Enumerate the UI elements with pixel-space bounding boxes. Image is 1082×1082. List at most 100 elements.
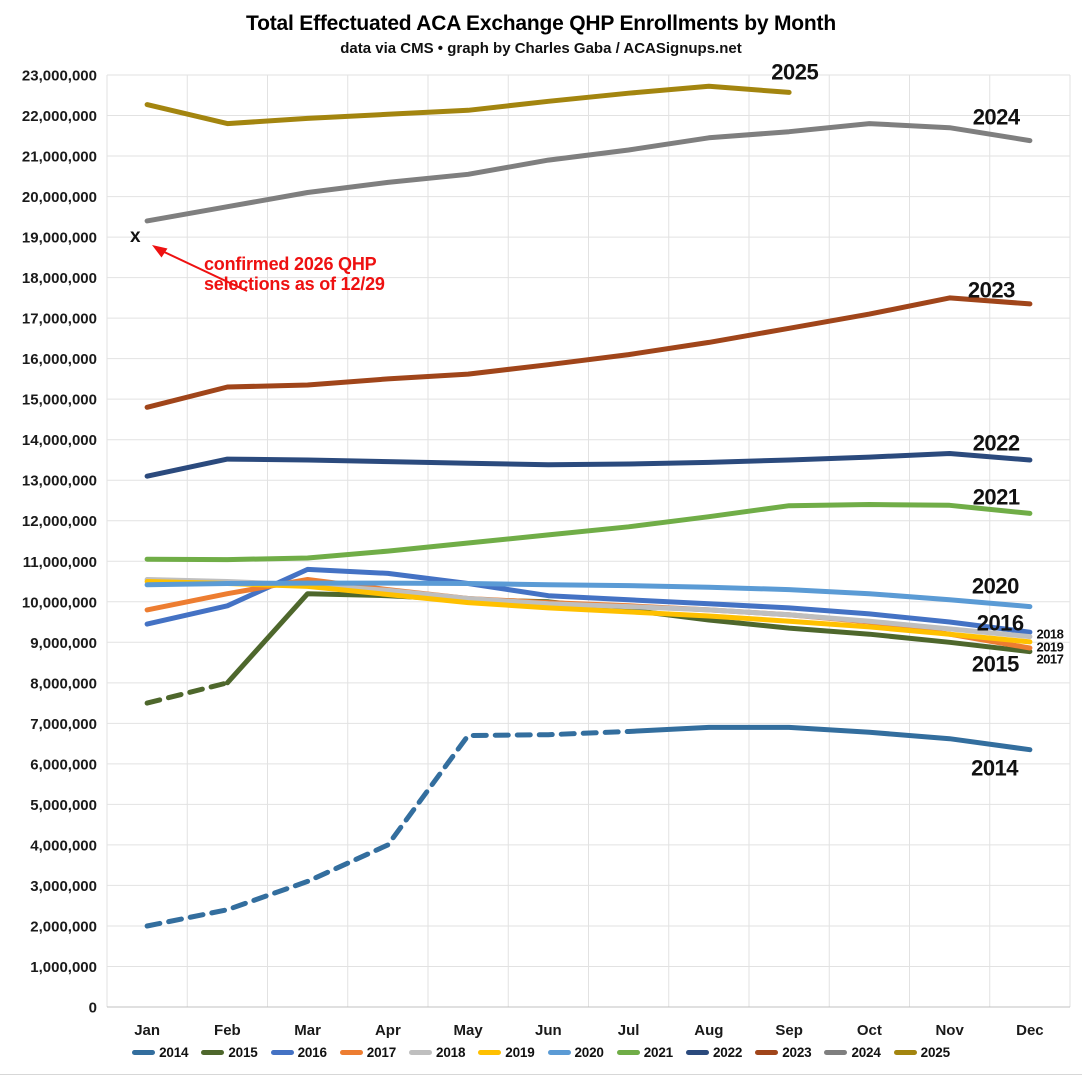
y-axis-tick-label: 15,000,000 bbox=[22, 392, 97, 409]
series-label-2025: 2025 bbox=[771, 59, 818, 84]
y-axis-tick-label: 22,000,000 bbox=[22, 108, 97, 125]
y-axis-tick-label: 17,000,000 bbox=[22, 311, 97, 328]
y-axis-tick-label: 14,000,000 bbox=[22, 432, 97, 449]
legend-item-2014: 2014 bbox=[132, 1045, 189, 1060]
x-axis-tick-label-sep: Sep bbox=[775, 1022, 803, 1039]
legend-label-2018: 2018 bbox=[436, 1045, 466, 1060]
y-axis-tick-label: 12,000,000 bbox=[22, 513, 97, 530]
y-axis-tick-label: 11,000,000 bbox=[23, 554, 97, 571]
y-axis-tick-label: 16,000,000 bbox=[22, 351, 97, 368]
y-axis-tick-label: 4,000,000 bbox=[30, 837, 97, 854]
legend-swatch-2023 bbox=[755, 1050, 779, 1055]
series-label-2019: 2019 bbox=[1036, 639, 1063, 654]
x-axis-tick-label-aug: Aug bbox=[694, 1022, 723, 1039]
x-axis-tick-label-nov: Nov bbox=[935, 1022, 964, 1039]
legend-item-2022: 2022 bbox=[685, 1045, 743, 1060]
legend-item-2020: 2020 bbox=[547, 1045, 604, 1060]
legend-swatch-2019 bbox=[478, 1050, 502, 1055]
legend-item-2017: 2017 bbox=[339, 1045, 397, 1060]
annotation-x-marker: x bbox=[130, 226, 141, 247]
y-axis-tick-label: 18,000,000 bbox=[22, 270, 97, 287]
series-label-2021: 2021 bbox=[973, 484, 1020, 509]
legend-label-2024: 2024 bbox=[851, 1045, 881, 1060]
series-line-2020 bbox=[144, 580, 1033, 610]
x-axis-tick-label-may: May bbox=[454, 1022, 484, 1039]
y-axis-tick-label: 10,000,000 bbox=[22, 594, 97, 611]
series-label-2023: 2023 bbox=[968, 277, 1015, 302]
y-axis-tick-label: 21,000,000 bbox=[22, 149, 97, 166]
legend-swatch-2024 bbox=[824, 1050, 848, 1055]
legend-item-2023: 2023 bbox=[755, 1045, 812, 1060]
annotation-arrow-head bbox=[152, 245, 168, 258]
chart-subtitle: data via CMS • graph by Charles Gaba / A… bbox=[340, 40, 742, 57]
legend-label-2025: 2025 bbox=[920, 1045, 950, 1060]
legend-label-2017: 2017 bbox=[366, 1045, 397, 1060]
series-label-2016: 2016 bbox=[977, 610, 1024, 635]
series-line-2019 bbox=[144, 579, 1033, 645]
chart-title: Total Effectuated ACA Exchange QHP Enrol… bbox=[246, 12, 836, 35]
legend-item-2015: 2015 bbox=[201, 1045, 258, 1060]
x-axis-tick-label-dec: Dec bbox=[1016, 1022, 1044, 1039]
series-line-2024 bbox=[144, 121, 1033, 224]
series-line-2021 bbox=[144, 502, 1033, 563]
legend-item-2018: 2018 bbox=[409, 1045, 465, 1060]
y-axis-tick-label: 7,000,000 bbox=[30, 716, 97, 733]
legend-label-2016: 2016 bbox=[297, 1045, 327, 1060]
series-label-2014: 2014 bbox=[971, 755, 1019, 780]
legend-label-2021: 2021 bbox=[643, 1045, 673, 1060]
y-axis-tick-label: 8,000,000 bbox=[30, 675, 97, 692]
y-axis-tick-label: 20,000,000 bbox=[22, 189, 97, 206]
series-label-2020: 2020 bbox=[972, 573, 1019, 598]
annotation-text: confirmed 2026 QHP selections as of 12/2… bbox=[204, 254, 385, 294]
legend-item-2025: 2025 bbox=[893, 1045, 950, 1060]
series-line-2023 bbox=[144, 295, 1033, 410]
series-label-2018: 2018 bbox=[1036, 626, 1063, 641]
annotation-arrow-line bbox=[159, 249, 248, 292]
bottom-divider bbox=[0, 1074, 1082, 1075]
legend-swatch-2016 bbox=[270, 1050, 294, 1055]
series-label-2024: 2024 bbox=[973, 105, 1021, 130]
legend-swatch-2017 bbox=[339, 1050, 363, 1055]
legend-label-2019: 2019 bbox=[505, 1045, 535, 1060]
y-axis-tick-label: 6,000,000 bbox=[30, 756, 97, 773]
series-line-2016 bbox=[144, 566, 1033, 635]
legend-label-2023: 2023 bbox=[782, 1045, 812, 1060]
legend-swatch-2014 bbox=[132, 1050, 156, 1055]
legend-label-2015: 2015 bbox=[228, 1045, 258, 1060]
y-axis-tick-label: 23,000,000 bbox=[22, 68, 97, 85]
y-axis-tick-label: 0 bbox=[89, 1000, 97, 1017]
series-label-2015: 2015 bbox=[972, 651, 1019, 676]
series-line-2025 bbox=[144, 83, 792, 127]
x-axis-tick-label-oct: Oct bbox=[857, 1022, 882, 1039]
legend-label-2014: 2014 bbox=[159, 1045, 189, 1060]
legend-item-2021: 2021 bbox=[616, 1045, 673, 1060]
legend-swatch-2018 bbox=[409, 1050, 433, 1055]
legend-item-2019: 2019 bbox=[478, 1045, 535, 1060]
x-axis-tick-label-jun: Jun bbox=[535, 1022, 562, 1039]
series-line-2014 bbox=[626, 724, 1033, 753]
x-axis-tick-label-mar: Mar bbox=[294, 1022, 321, 1039]
series-line-2014-dashed bbox=[144, 729, 632, 929]
series-label-2017: 2017 bbox=[1036, 651, 1063, 666]
y-axis-tick-label: 5,000,000 bbox=[30, 797, 97, 814]
legend-swatch-2015 bbox=[201, 1050, 225, 1055]
x-axis-tick-label-jul: Jul bbox=[618, 1022, 640, 1039]
y-axis-tick-label: 1,000,000 bbox=[30, 959, 97, 976]
y-axis-tick-label: 2,000,000 bbox=[30, 918, 97, 935]
annotation-line-2: selections as of 12/29 bbox=[204, 274, 385, 294]
y-axis-tick-label: 3,000,000 bbox=[30, 878, 97, 895]
legend-swatch-2022 bbox=[685, 1050, 709, 1055]
legend-label-2022: 2022 bbox=[712, 1045, 743, 1060]
series-line-2015-dashed bbox=[144, 680, 230, 706]
y-axis-tick-label: 13,000,000 bbox=[22, 473, 97, 490]
y-axis-tick-label: 9,000,000 bbox=[30, 635, 97, 652]
chart-legend: 2014 2015 2016 2017 2018 2019 2020 2021 2022 2023… bbox=[0, 1045, 1082, 1060]
legend-label-2020: 2020 bbox=[574, 1045, 604, 1060]
x-axis-tick-label-apr: Apr bbox=[375, 1022, 401, 1039]
legend-swatch-2025 bbox=[893, 1050, 917, 1055]
legend-item-2024: 2024 bbox=[824, 1045, 881, 1060]
y-axis-tick-label: 19,000,000 bbox=[22, 230, 97, 247]
legend-swatch-2021 bbox=[616, 1050, 640, 1055]
